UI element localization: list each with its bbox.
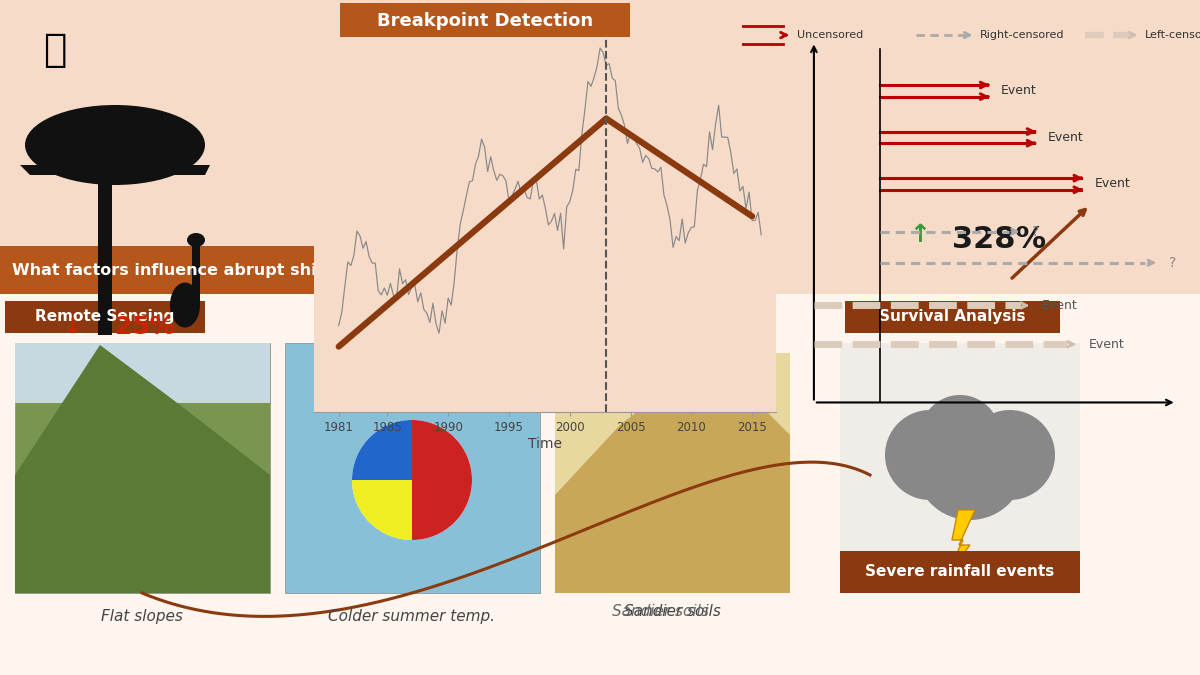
Wedge shape (352, 420, 412, 480)
Bar (840, 343, 1080, 593)
Text: What factors influence abrupt shifts in ecosystem functioning?: What factors influence abrupt shifts in … (12, 263, 583, 277)
Bar (0, 246, 660, 294)
Text: ↓: ↓ (65, 317, 82, 337)
Polygon shape (14, 345, 270, 593)
Bar (845, 301, 1060, 333)
Text: Survival Analysis: Survival Analysis (878, 310, 1025, 325)
Bar (0, 0, 1200, 335)
Polygon shape (0, 0, 810, 335)
Wedge shape (352, 480, 412, 540)
Bar (14, 343, 270, 593)
Text: ↓: ↓ (340, 319, 356, 339)
Text: ?: ? (1032, 225, 1039, 239)
Text: Event: Event (1001, 84, 1037, 97)
Text: Left-censored: Left-censored (1145, 30, 1200, 40)
Text: Right-censored: Right-censored (980, 30, 1064, 40)
Text: Severe rainfall events: Severe rainfall events (865, 564, 1055, 580)
Ellipse shape (170, 283, 200, 327)
Bar (554, 353, 790, 593)
Text: ↑: ↑ (581, 310, 599, 330)
Text: ↑: ↑ (910, 223, 930, 247)
Text: 📡: 📡 (43, 31, 67, 69)
Text: Remote Sensing: Remote Sensing (35, 310, 175, 325)
Bar (0, 294, 1200, 675)
Circle shape (352, 420, 472, 540)
Circle shape (965, 410, 1055, 500)
Circle shape (920, 395, 1000, 475)
Wedge shape (412, 420, 472, 480)
Text: 25%: 25% (115, 315, 175, 339)
Text: Event: Event (1094, 178, 1130, 190)
Polygon shape (20, 165, 210, 175)
Bar (760, 0, 1200, 335)
Bar (192, 245, 200, 305)
Bar (98, 175, 112, 335)
Text: Sandier soils: Sandier soils (612, 603, 708, 618)
X-axis label: Time: Time (528, 437, 563, 450)
Polygon shape (947, 510, 974, 575)
Circle shape (916, 410, 1025, 520)
Circle shape (886, 410, 974, 500)
Text: Breakpoint Detection: Breakpoint Detection (377, 12, 593, 30)
Text: Event: Event (1042, 299, 1078, 312)
Text: Event: Event (1088, 338, 1124, 351)
Ellipse shape (25, 105, 205, 185)
Text: Uncensored: Uncensored (797, 30, 863, 40)
Polygon shape (554, 365, 790, 593)
Bar (840, 551, 1080, 593)
Text: ?: ? (1169, 256, 1176, 270)
Text: Sandier soils: Sandier soils (624, 605, 720, 620)
Text: 25%: 25% (388, 317, 448, 341)
Bar (14, 343, 270, 403)
Bar (286, 343, 540, 593)
Text: Flat slopes: Flat slopes (101, 610, 182, 624)
Text: 328%: 328% (952, 225, 1046, 254)
Bar (340, 3, 630, 39)
Bar (5, 301, 205, 333)
Wedge shape (412, 480, 472, 540)
Ellipse shape (187, 233, 205, 247)
Text: Event: Event (1048, 131, 1084, 144)
Text: 26%: 26% (617, 308, 677, 332)
Bar (0, 335, 1200, 675)
Text: Colder summer temp.: Colder summer temp. (329, 610, 496, 624)
